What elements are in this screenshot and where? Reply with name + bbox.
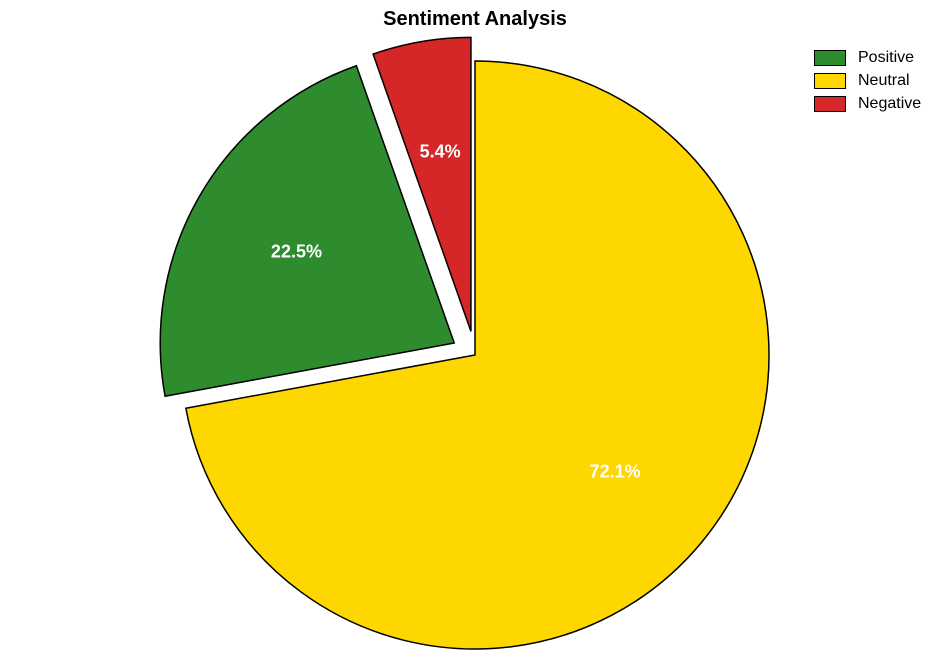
pie-chart bbox=[0, 0, 950, 662]
legend-swatch-negative bbox=[814, 96, 846, 112]
legend-label-positive: Positive bbox=[858, 49, 914, 67]
legend-item-positive: Positive bbox=[814, 46, 921, 69]
legend-label-negative: Negative bbox=[858, 95, 921, 113]
legend-swatch-positive bbox=[814, 50, 846, 66]
slice-label-negative: 5.4% bbox=[420, 141, 461, 162]
slice-label-neutral: 72.1% bbox=[590, 461, 641, 482]
legend-swatch-neutral bbox=[814, 73, 846, 89]
legend-item-neutral: Neutral bbox=[814, 69, 921, 92]
slice-label-positive: 22.5% bbox=[271, 241, 322, 262]
legend: Positive Neutral Negative bbox=[814, 46, 921, 115]
legend-label-neutral: Neutral bbox=[858, 72, 910, 90]
chart-container: { "chart": { "type": "pie", "title": "Se… bbox=[0, 0, 950, 662]
legend-item-negative: Negative bbox=[814, 92, 921, 115]
